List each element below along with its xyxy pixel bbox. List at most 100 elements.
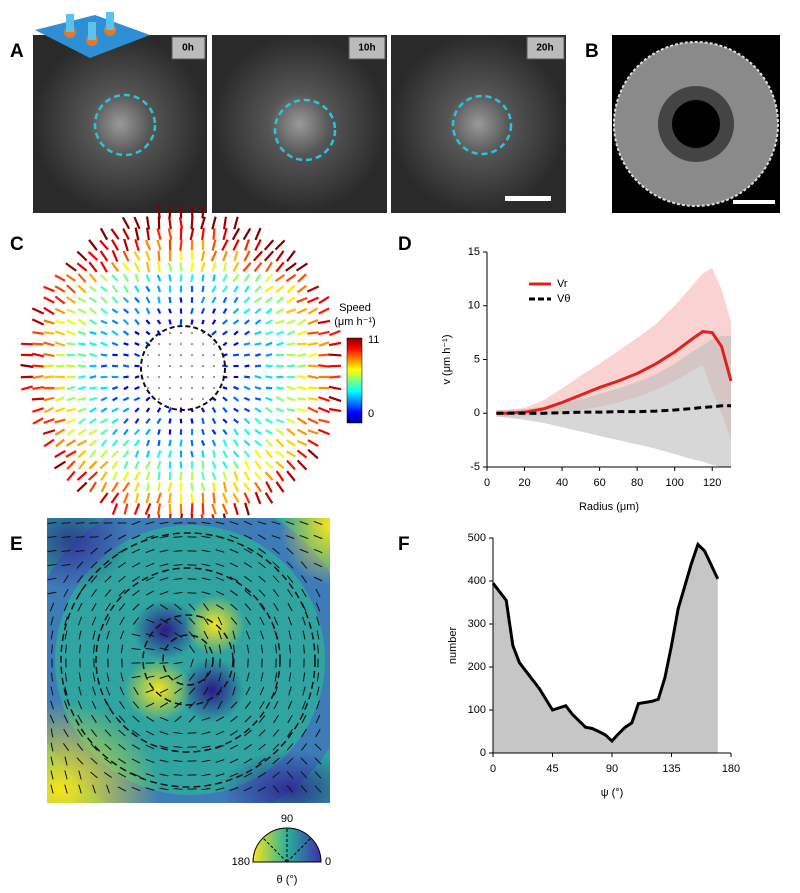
panel-label: D — [398, 234, 412, 255]
orientation-segment — [300, 743, 308, 751]
orientation-segment — [159, 535, 169, 539]
arrow — [307, 429, 319, 435]
arrow — [243, 482, 251, 492]
arrow-dot — [147, 354, 149, 356]
arrow — [76, 439, 88, 447]
orientation-segment — [131, 633, 141, 637]
orientation-segment — [215, 590, 225, 596]
orientation-segment — [217, 616, 223, 626]
orientation-segment — [215, 521, 225, 525]
arrow — [190, 439, 194, 447]
arrow — [286, 427, 296, 437]
arrow — [201, 460, 205, 470]
orientation-segment — [190, 658, 194, 668]
arrow — [275, 407, 285, 413]
orientation-segment — [64, 756, 68, 766]
arrow-dot — [169, 398, 171, 400]
arrow — [54, 295, 66, 305]
orientation-segment — [230, 603, 238, 611]
arrow — [100, 439, 108, 447]
orientation-segment — [92, 630, 96, 640]
arrow — [179, 274, 183, 282]
orientation-segment — [118, 729, 126, 737]
arrow — [78, 375, 86, 379]
orientation-segment — [145, 758, 155, 764]
orientation-segment — [316, 630, 320, 640]
orientation-segment — [316, 700, 320, 710]
arrow — [123, 492, 129, 504]
arrow — [265, 353, 273, 357]
arrow — [99, 227, 109, 241]
arrow — [212, 481, 216, 493]
orientation-segment — [273, 714, 279, 724]
arrow — [190, 216, 194, 230]
orientation-segment — [302, 630, 306, 640]
arrow — [167, 262, 173, 272]
orientation-segment — [159, 662, 169, 664]
orientation-segment — [61, 522, 71, 524]
arrow — [111, 284, 119, 294]
arrow — [211, 503, 217, 515]
arrow — [189, 227, 195, 241]
arrow — [328, 353, 342, 357]
orientation-segment — [173, 760, 183, 762]
arrow — [66, 385, 76, 391]
arrow — [243, 396, 251, 402]
orientation-segment — [174, 687, 182, 695]
ring-outlines — [60, 532, 316, 788]
panel-label: B — [585, 41, 599, 62]
orientation-segment — [299, 534, 309, 540]
orientation-segment — [51, 644, 53, 654]
arrow — [254, 449, 262, 459]
orientation-segment — [49, 602, 55, 612]
arrow — [254, 407, 262, 413]
orientation-segment — [104, 547, 112, 555]
arrow — [328, 385, 342, 391]
orientation-segment — [244, 603, 252, 611]
orientation-segment — [47, 563, 57, 567]
arrow — [66, 428, 76, 436]
arrow — [307, 448, 319, 460]
orientation-segment — [118, 715, 126, 723]
x-tick-label: 135 — [662, 763, 680, 775]
arrow — [243, 250, 251, 262]
colorbar — [346, 337, 363, 424]
arrow — [307, 319, 319, 325]
orientation-segment — [145, 576, 155, 582]
orientation-segment — [47, 577, 57, 581]
orientation-segment — [271, 521, 281, 525]
orientation-segment — [119, 630, 125, 640]
orientation-segment — [215, 730, 225, 736]
arrow — [122, 407, 130, 413]
orientation-segment — [104, 757, 112, 765]
arrow — [134, 342, 140, 346]
orientation-segment — [289, 644, 291, 654]
arrow — [168, 492, 172, 504]
orientation-segment — [104, 561, 112, 569]
orientation-segment — [271, 535, 281, 539]
arrow — [77, 330, 87, 336]
arrow — [190, 418, 194, 424]
legend-label: Vr — [557, 278, 568, 290]
colorbar-unit: (μm h⁻¹) — [334, 316, 375, 328]
x-tick-label: 100 — [666, 477, 684, 489]
orientation-segment — [287, 602, 293, 612]
orientation-segment — [174, 701, 182, 709]
arrow — [112, 396, 118, 402]
arrow — [123, 385, 129, 391]
arrow — [54, 407, 66, 413]
orientation-segment — [201, 521, 211, 525]
orientation-segment — [90, 771, 98, 779]
arrow — [43, 296, 55, 304]
orientation-segment — [246, 644, 250, 654]
arrow — [222, 406, 228, 414]
arrow — [111, 481, 119, 493]
orientation-segment — [201, 745, 211, 749]
orientation-segment — [188, 715, 196, 723]
orientation-segment — [50, 686, 54, 696]
arrow — [179, 493, 183, 503]
orientation-segment — [287, 714, 293, 724]
orientation-segment — [159, 702, 169, 708]
arrow — [233, 470, 239, 482]
orientation-segment — [159, 521, 169, 525]
